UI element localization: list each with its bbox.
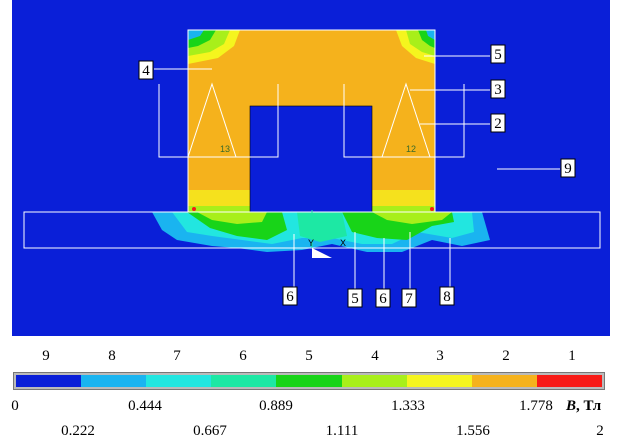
svg-text:6: 6 bbox=[379, 291, 387, 307]
legend-value: 0.667 bbox=[193, 423, 227, 439]
leader-lines bbox=[154, 55, 560, 290]
callout-4: 4 bbox=[138, 60, 154, 80]
callout-3: 3 bbox=[490, 79, 506, 99]
callout-9: 9 bbox=[560, 158, 576, 178]
legend-value: 1.111 bbox=[325, 423, 359, 439]
svg-text:3: 3 bbox=[494, 82, 502, 98]
color-bar-segment bbox=[536, 375, 602, 387]
legend-value: 2 bbox=[596, 423, 604, 439]
color-bar-segment bbox=[211, 375, 277, 387]
callout-8: 8 bbox=[439, 286, 455, 306]
svg-text:5: 5 bbox=[351, 291, 359, 307]
callout-7: 7 bbox=[401, 288, 417, 308]
mesh-label-left: 13 bbox=[220, 144, 230, 154]
callout-labels: 5 3 4 2 9 6 5 6 7 8 bbox=[138, 44, 576, 308]
legend-index: 1 bbox=[568, 348, 576, 364]
field-plot: 13 12 Y X 5 3 4 2 9 6 5 6 7 8 bbox=[12, 0, 610, 336]
legend-value: 0.889 bbox=[259, 398, 293, 414]
legend-unit: B, Тл bbox=[566, 398, 602, 414]
axis-x-label: X bbox=[340, 238, 346, 248]
color-bar-segment bbox=[406, 375, 472, 387]
legend-index: 6 bbox=[239, 348, 247, 364]
lower-plate bbox=[152, 212, 490, 252]
color-bar-segment bbox=[81, 375, 147, 387]
callout-5-bottom: 5 bbox=[347, 288, 363, 308]
svg-text:4: 4 bbox=[142, 63, 150, 79]
legend-index: 7 bbox=[173, 348, 181, 364]
legend-index: 9 bbox=[42, 348, 50, 364]
callout-6-right: 6 bbox=[375, 288, 391, 308]
callout-5-top: 5 bbox=[490, 44, 506, 64]
svg-text:6: 6 bbox=[286, 289, 294, 305]
legend-value: 1.778 bbox=[519, 398, 553, 414]
legend-value: 0 bbox=[11, 398, 19, 414]
svg-text:9: 9 bbox=[564, 161, 572, 177]
legend-value: 1.556 bbox=[456, 423, 490, 439]
svg-text:2: 2 bbox=[494, 116, 502, 132]
svg-text:7: 7 bbox=[405, 291, 413, 307]
color-bar bbox=[13, 372, 605, 390]
axis-triad: Y X bbox=[308, 210, 346, 258]
legend-index: 2 bbox=[502, 348, 510, 364]
svg-text:8: 8 bbox=[443, 289, 451, 305]
legend-index: 3 bbox=[436, 348, 444, 364]
color-bar-segment bbox=[471, 375, 537, 387]
legend-index: 4 bbox=[371, 348, 379, 364]
legend-value: 0.222 bbox=[61, 423, 95, 439]
callout-6-left: 6 bbox=[282, 286, 298, 306]
color-bar-segment bbox=[16, 375, 82, 387]
svg-text:5: 5 bbox=[494, 47, 502, 63]
color-bar-segment bbox=[146, 375, 212, 387]
legend-value: 1.333 bbox=[391, 398, 425, 414]
legend-index: 5 bbox=[305, 348, 313, 364]
color-bar-segment bbox=[341, 375, 407, 387]
callout-2: 2 bbox=[490, 113, 506, 133]
color-legend: 9 8 7 6 5 4 3 2 1 0 0.444 0.889 1.333 1.… bbox=[0, 340, 622, 443]
legend-value: 0.444 bbox=[128, 398, 162, 414]
axis-y-label: Y bbox=[308, 238, 314, 248]
mesh-label-right: 12 bbox=[406, 144, 416, 154]
color-bar-segment bbox=[276, 375, 342, 387]
legend-index: 8 bbox=[108, 348, 116, 364]
